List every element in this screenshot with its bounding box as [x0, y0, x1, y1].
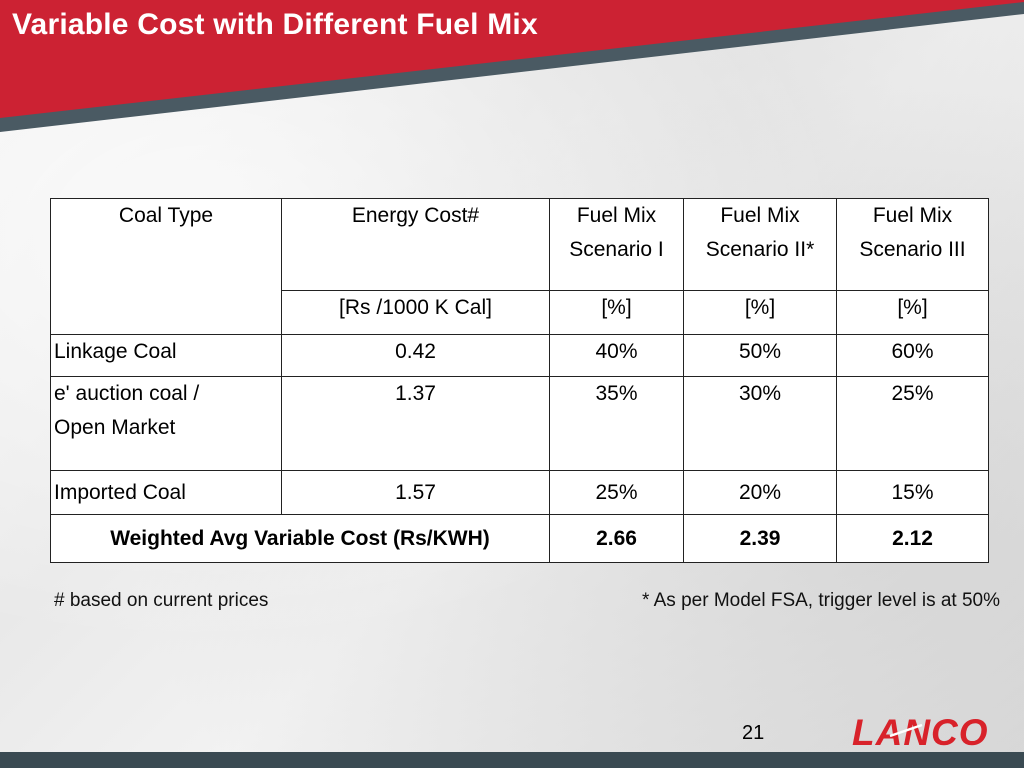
logo-swoosh: [889, 723, 923, 738]
coal-type-cell: Imported Coal: [50, 470, 282, 515]
banner-red-band: [0, 0, 1024, 118]
header-scenario-3-line2: Scenario III: [859, 238, 966, 261]
header-coal-type: Coal Type: [50, 198, 282, 335]
footer-bar: [0, 752, 1024, 768]
header-scenario-2-line1: Fuel Mix: [720, 204, 800, 227]
energy-cost-cell: 1.37: [281, 376, 550, 471]
weighted-average-scenario-2: 2.39: [683, 514, 837, 563]
header-scenario-3-line1: Fuel Mix: [872, 204, 953, 227]
energy-cost-cell: 1.57: [281, 470, 550, 515]
title-banner: [0, 0, 1024, 132]
scenario-3-cell: 15%: [836, 470, 989, 515]
header-scenario-3: Fuel Mix Scenario III: [836, 198, 989, 291]
footnote-energy-cost: # based on current prices: [54, 590, 269, 611]
header-scenario-1: Fuel Mix Scenario I: [549, 198, 684, 291]
lanco-logo: LANCO: [852, 712, 989, 752]
scenario-3-cell: 25%: [836, 376, 989, 471]
fuel-mix-table: Coal Type Energy Cost# Fuel Mix Scenario…: [50, 198, 989, 563]
unit-scenario-2: [%]: [683, 290, 837, 335]
coal-type-line1: e' auction coal /: [54, 382, 200, 405]
page-number: 21: [742, 722, 765, 744]
table-header-row: Coal Type Energy Cost# Fuel Mix Scenario…: [50, 198, 989, 335]
weighted-average-row: Weighted Avg Variable Cost (Rs/KWH) 2.66…: [50, 514, 989, 563]
scenario-3-cell: 60%: [836, 334, 989, 377]
table-row: Imported Coal 1.57 25% 20% 15%: [50, 470, 989, 515]
weighted-average-scenario-1: 2.66: [549, 514, 684, 563]
coal-type-line2: Open Market: [54, 416, 176, 439]
header-energy-cost: Energy Cost#: [281, 198, 550, 291]
unit-energy-cost: [Rs /1000 K Cal]: [281, 290, 550, 335]
table-row: e' auction coal / Open Market 1.37 35% 3…: [50, 376, 989, 471]
scenario-2-cell: 30%: [683, 376, 837, 471]
scenario-2-cell: 20%: [683, 470, 837, 515]
header-scenario-1-line2: Scenario I: [569, 238, 664, 261]
coal-type-cell: Linkage Coal: [50, 334, 282, 377]
table-row: Linkage Coal 0.42 40% 50% 60%: [50, 334, 989, 377]
scenario-2-cell: 50%: [683, 334, 837, 377]
scenario-1-cell: 40%: [549, 334, 684, 377]
footnote-model-fsa: * As per Model FSA, trigger level is at …: [642, 590, 1000, 611]
fuel-mix-table-container: Coal Type Energy Cost# Fuel Mix Scenario…: [50, 198, 989, 563]
logo-text: LANCO: [852, 712, 989, 752]
coal-type-cell: e' auction coal / Open Market: [50, 376, 282, 471]
page-title: Variable Cost with Different Fuel Mix: [12, 8, 538, 41]
scenario-1-cell: 25%: [549, 470, 684, 515]
header-scenario-2-line2: Scenario II*: [705, 238, 815, 261]
weighted-average-scenario-3: 2.12: [836, 514, 989, 563]
energy-cost-cell: 0.42: [281, 334, 550, 377]
weighted-average-label: Weighted Avg Variable Cost (Rs/KWH): [50, 514, 550, 563]
header-scenario-1-line1: Fuel Mix: [576, 204, 657, 227]
unit-scenario-1: [%]: [549, 290, 684, 335]
header-scenario-2: Fuel Mix Scenario II*: [683, 198, 837, 291]
scenario-1-cell: 35%: [549, 376, 684, 471]
unit-scenario-3: [%]: [836, 290, 989, 335]
